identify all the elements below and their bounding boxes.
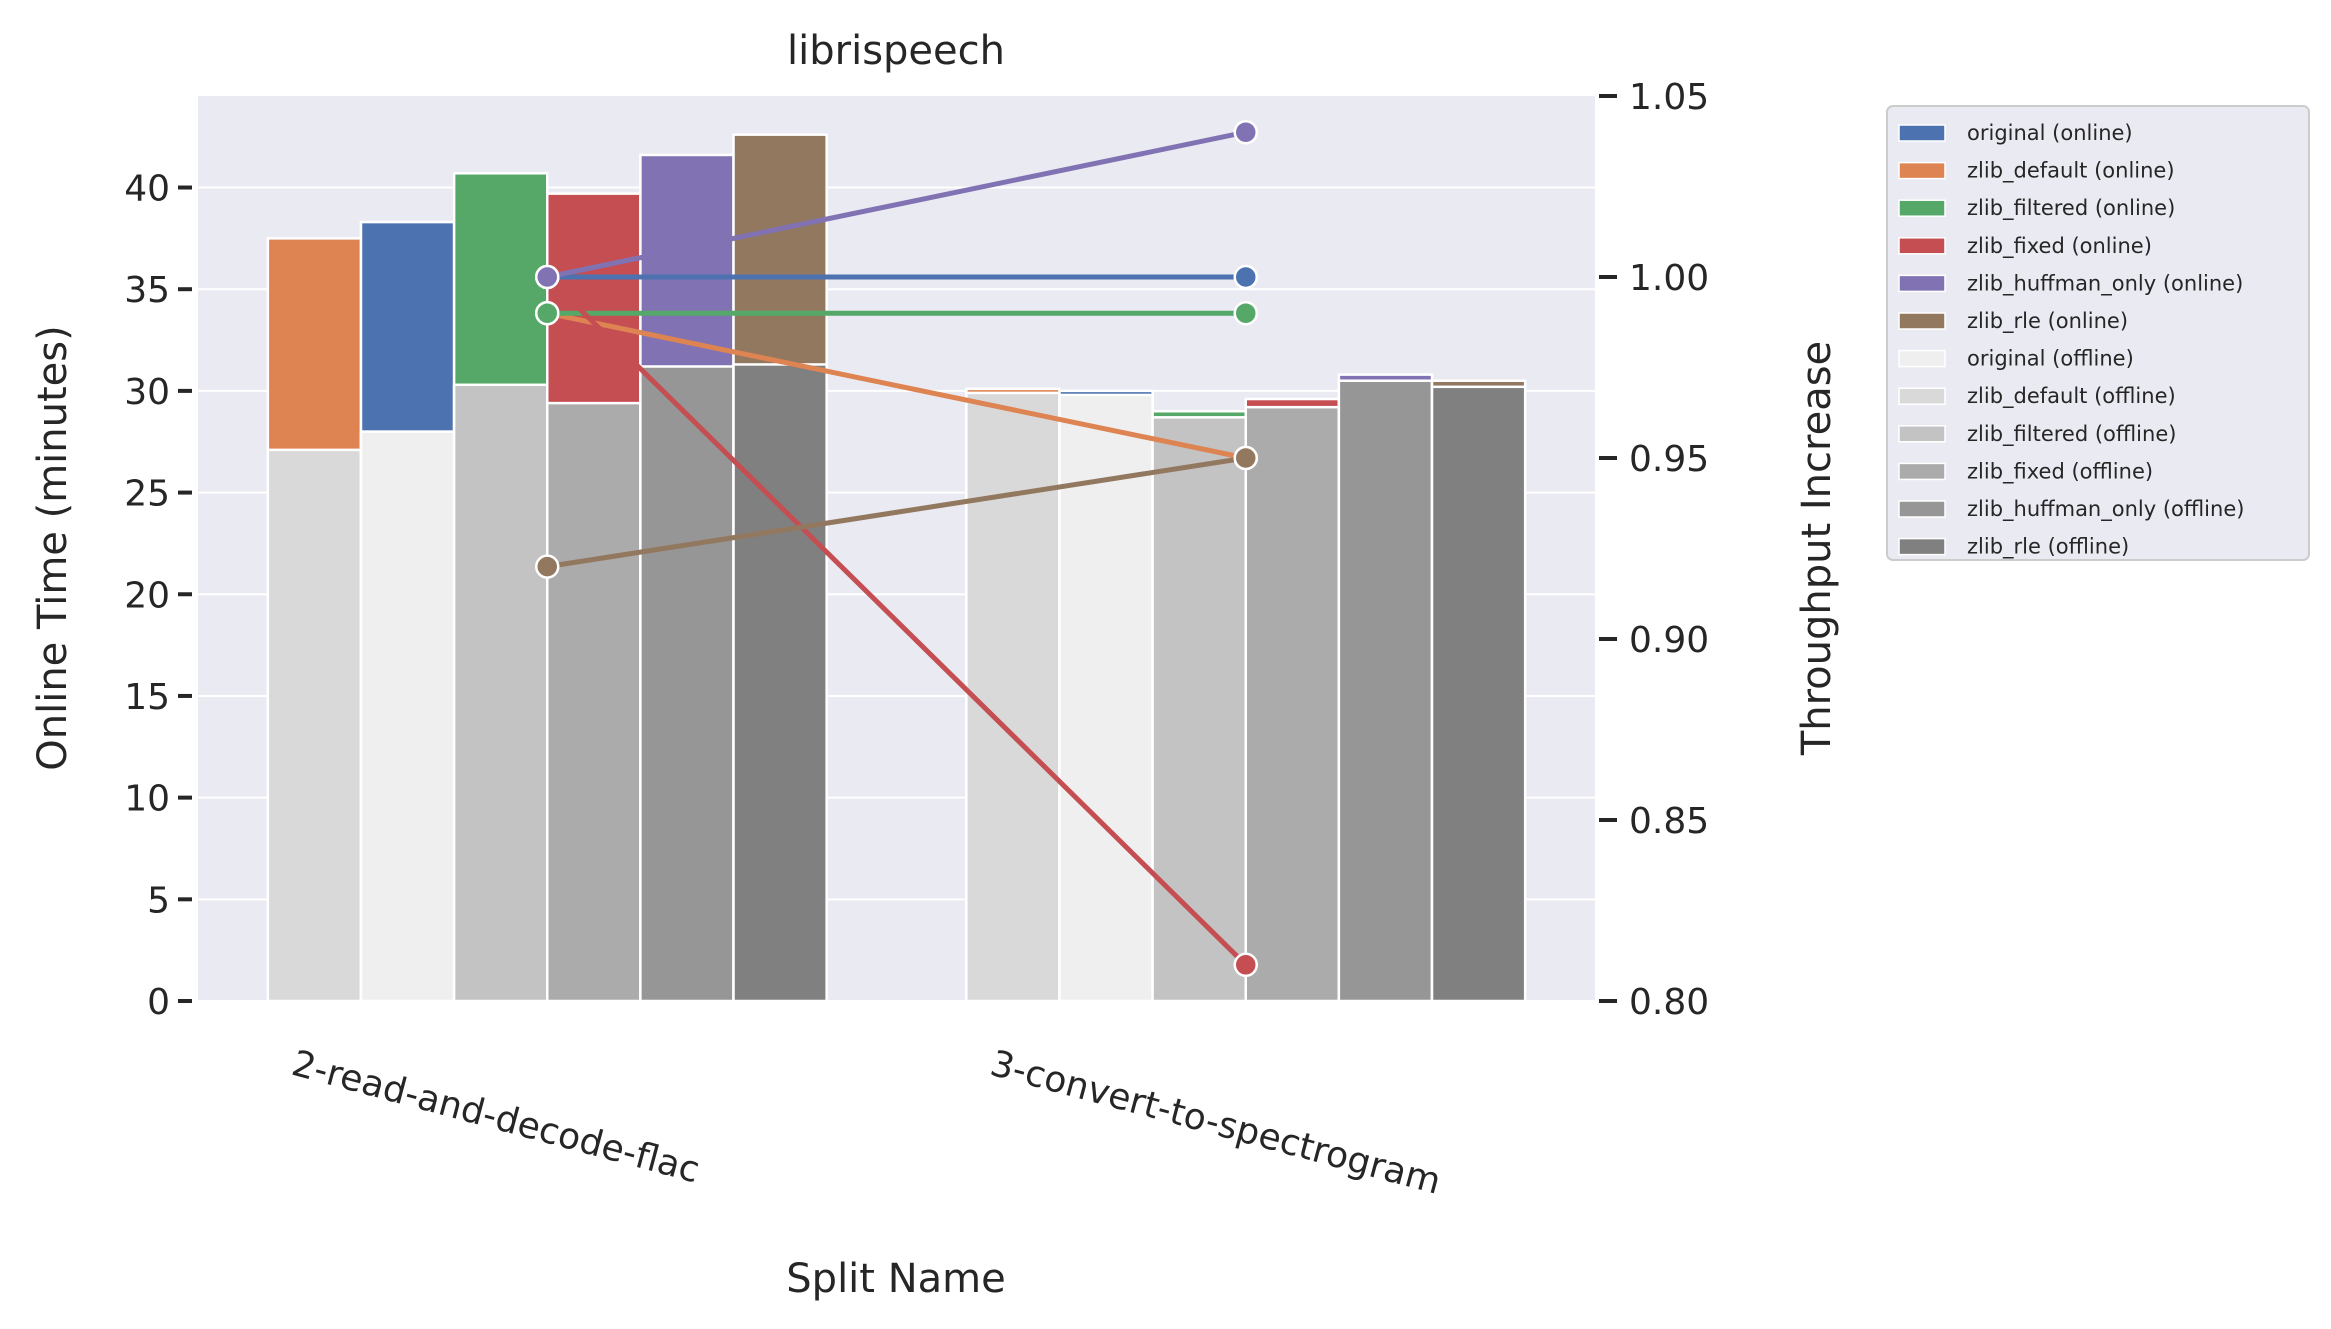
y2-axis-label: Throughput Increase <box>1794 341 1840 756</box>
legend-swatch <box>1898 425 1946 443</box>
bars <box>266 133 1527 1003</box>
bar-offline-zlib_filtered <box>452 383 549 1003</box>
bar-offline-zlib_default <box>266 448 363 1003</box>
bar-offline-zlib_rle <box>732 363 828 1003</box>
legend-swatch <box>1898 387 1946 405</box>
point-zlib_rle <box>1233 445 1258 471</box>
point-zlib_rle <box>535 554 560 579</box>
x-axis: 2-read-and-decode-flac 3-convert-to-spect… <box>288 1043 1445 1203</box>
x-axis-label: Split Name <box>786 1256 1005 1302</box>
legend-swatch <box>1898 500 1946 518</box>
y-axis-left: 0 5 10 15 20 25 30 35 40 <box>124 169 192 1023</box>
y2-tick-label: 1.05 <box>1629 77 1709 118</box>
y-tick-label: 40 <box>124 169 170 210</box>
y-tick-label: 35 <box>124 270 170 311</box>
bar-offline-zlib_fixed <box>546 401 642 1003</box>
legend-label: zlib_filtered (online) <box>1967 196 2175 221</box>
legend-label: zlib_rle (offline) <box>1967 535 2129 560</box>
legend-swatch <box>1898 537 1946 556</box>
legend-swatch <box>1898 237 1946 255</box>
line-zlib_fixed <box>545 275 1248 967</box>
chart-title: librispeech <box>787 28 1005 74</box>
point-zlib_huffman_only <box>535 264 560 290</box>
legend-swatch <box>1898 462 1946 481</box>
legend-label: zlib_default (online) <box>1967 159 2175 184</box>
y2-tick-label: 0.85 <box>1629 801 1709 842</box>
bar-offline-zlib_default <box>965 391 1061 1003</box>
legend: original (online) zlib_default (online) zl… <box>1886 105 2310 561</box>
legend-swatch <box>1898 124 1946 142</box>
bar-offline-zlib_fixed <box>1244 405 1341 1003</box>
y-tick-label: 15 <box>124 677 170 718</box>
legend-label: original (offline) <box>1967 347 2134 371</box>
y-tick-label: 20 <box>124 575 170 616</box>
legend-label: original (online) <box>1967 121 2133 145</box>
legend-label: zlib_fixed (offline) <box>1967 459 2153 484</box>
bar-offline-original <box>1058 393 1154 1003</box>
point-original <box>1233 264 1258 290</box>
legend-label: zlib_rle (online) <box>1967 309 2128 334</box>
line-zlib_default <box>546 310 1247 461</box>
line-zlib_rle <box>546 455 1247 570</box>
bar-offline-original <box>359 430 456 1003</box>
y2-tick-label: 0.90 <box>1629 620 1709 661</box>
point-zlib_filtered <box>1233 300 1258 326</box>
y-tick-label: 5 <box>147 880 170 921</box>
line-zlib_huffman_only <box>546 129 1247 280</box>
point-zlib_fixed <box>1233 952 1258 978</box>
point-zlib_filtered <box>535 300 560 326</box>
bar-offline-zlib_huffman_only <box>1337 379 1434 1003</box>
y-tick-label: 0 <box>147 982 170 1023</box>
y2-tick-label: 0.95 <box>1629 439 1709 480</box>
y-tick-label: 10 <box>124 779 170 820</box>
legend-label: zlib_huffman_only (online) <box>1967 271 2243 296</box>
y-tick-label: 25 <box>124 474 170 515</box>
legend-label: zlib_fixed (online) <box>1967 234 2152 259</box>
y-axis-right: 0.80 0.85 0.90 0.95 1.00 1.05 <box>1599 77 1709 1023</box>
legend-swatch <box>1898 161 1946 180</box>
bar-offline-zlib_huffman_only <box>639 365 735 1003</box>
y2-tick-label: 0.80 <box>1629 982 1709 1023</box>
y2-tick-label: 1.00 <box>1629 258 1709 299</box>
x-tick-label: 3-convert-to-spectrogram <box>986 1043 1445 1203</box>
y-axis-label: Online Time (minutes) <box>30 325 76 770</box>
bar-offline-zlib_rle <box>1430 385 1527 1003</box>
bar-offline-zlib_filtered <box>1151 416 1248 1003</box>
y-tick-label: 30 <box>124 372 170 413</box>
legend-swatch <box>1898 312 1946 330</box>
legend-swatch <box>1898 349 1946 368</box>
legend-swatch <box>1898 199 1946 217</box>
legend-label: zlib_huffman_only (offline) <box>1967 497 2244 522</box>
legend-label: zlib_default (offline) <box>1967 384 2176 409</box>
point-zlib_huffman_only <box>1233 119 1258 145</box>
x-tick-label: 2-read-and-decode-flac <box>288 1043 704 1191</box>
legend-label: zlib_filtered (offline) <box>1967 422 2176 447</box>
throughput-lines <box>535 119 1258 978</box>
legend-swatch <box>1898 274 1946 293</box>
legend-frame <box>1886 105 2310 561</box>
